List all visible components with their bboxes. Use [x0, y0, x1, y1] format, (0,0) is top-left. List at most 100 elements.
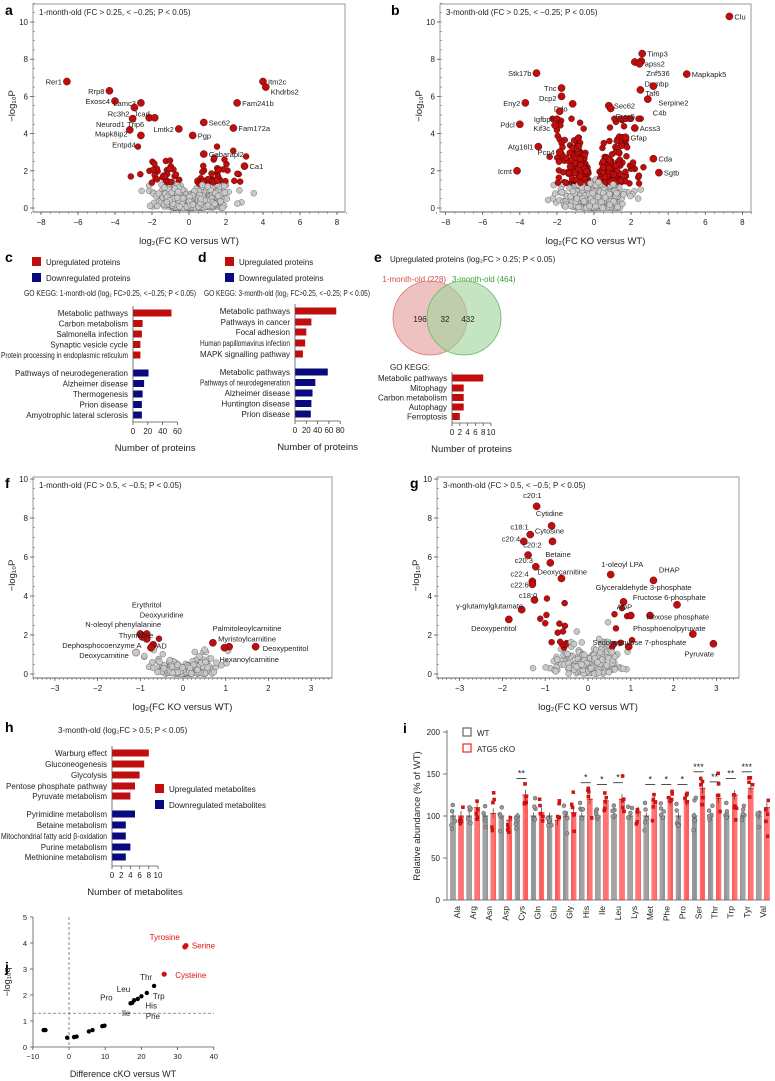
- labeled-point: [150, 113, 159, 122]
- point-label: Fam241b: [242, 99, 274, 108]
- panel-title: 3-month-old (FC > 0.5, < −0.5; P < 0.05): [443, 481, 586, 490]
- significance-stars: *: [600, 774, 604, 784]
- nonsignificant-point: [573, 628, 581, 635]
- x-tick-label: 3: [309, 684, 314, 693]
- cko-data-point: [603, 799, 607, 804]
- nonsignificant-point: [634, 195, 642, 202]
- bar: [112, 760, 145, 768]
- x-tick-label: Ala: [452, 906, 462, 919]
- labeled-point: [521, 99, 530, 107]
- nonsignificant-point: [569, 187, 577, 195]
- nonsignificant-point: [552, 668, 559, 675]
- nonsignificant-point: [608, 648, 616, 656]
- x-tick-label: 1: [223, 684, 228, 693]
- significant-point: [580, 125, 587, 132]
- x-tick-label: 8: [147, 871, 152, 880]
- point-label: c18:0: [519, 591, 537, 600]
- cko-data-point: [670, 789, 674, 794]
- significant-point: [575, 142, 583, 150]
- significant-point: [537, 615, 544, 622]
- y-tick-label: 0: [436, 896, 441, 905]
- x-tick-label: His: [581, 906, 591, 918]
- wt-data-point: [756, 824, 762, 830]
- cko-data-point: [651, 805, 655, 809]
- nonsignificant-point: [214, 192, 222, 200]
- labeled-point: [105, 87, 114, 95]
- bar: [112, 810, 135, 818]
- y-tick-label: 2: [428, 631, 433, 640]
- significant-point: [577, 179, 584, 187]
- chart-title: GO KEGG: 3-month-old (log₂ FC>0.25, <−0.…: [204, 289, 370, 298]
- wt-data-point: [739, 817, 745, 822]
- nonsignificant-point: [141, 652, 148, 660]
- labeled-point: [233, 99, 241, 107]
- y-axis-label: Relative abundance (% of WT): [412, 751, 423, 880]
- y-tick-label: 4: [23, 939, 27, 948]
- labeled-point: [175, 125, 183, 133]
- x-tick-label: 30: [173, 1052, 181, 1061]
- nonsignificant-point: [578, 639, 585, 646]
- point-label: Deoxycarnitine: [79, 651, 129, 660]
- wt-data-point: [532, 804, 537, 809]
- wt-data-point: [452, 818, 458, 824]
- wt-data-point: [532, 796, 538, 801]
- panel-letter-f: f: [5, 475, 10, 491]
- panel-title: 1-month-old (FC > 0.5, < −0.5; P < 0.05): [39, 481, 182, 490]
- significant-point: [599, 158, 607, 165]
- wt-data-point: [449, 808, 455, 814]
- wt-data-point: [658, 801, 664, 806]
- x-tick-label: Ser: [694, 906, 704, 919]
- x-tick-label: 6: [137, 871, 142, 880]
- wt-data-point: [532, 817, 538, 822]
- point-label: c18:1: [510, 523, 528, 532]
- wt-data-point: [546, 823, 551, 828]
- y-tick-label: 8: [431, 55, 436, 64]
- wt-data-point: [625, 804, 631, 809]
- significant-point: [612, 625, 620, 632]
- point-label: c20:4: [502, 534, 520, 543]
- nonsignificant-point: [161, 184, 168, 191]
- y-tick-label: 3: [23, 965, 27, 974]
- nonsignificant-point: [564, 650, 571, 657]
- category-label: Mitochondrial fatty acid β-oxidation: [1, 832, 107, 841]
- labeled-point: [682, 70, 691, 78]
- category-label: Alzheimer disease: [225, 389, 291, 398]
- category-label: Carbon metabolism: [378, 394, 447, 403]
- labeled-point: [621, 133, 630, 142]
- point-label: Papss2: [640, 59, 665, 68]
- wt-data-point: [562, 810, 567, 815]
- point-label: Taf6: [645, 89, 659, 98]
- point-label: Rc3h2: [108, 110, 130, 119]
- labeled-point: [130, 103, 139, 112]
- x-tick-label: 4: [261, 218, 266, 227]
- nonsignificant-point: [163, 198, 170, 206]
- nonsignificant-point: [146, 202, 154, 210]
- nonsignificant-point: [166, 656, 174, 664]
- cko-data-point: [750, 782, 755, 787]
- category-label: Protein processing in endoplasmic reticu…: [1, 351, 128, 360]
- x-tick-label: 6: [473, 428, 478, 437]
- cko-data-point: [700, 779, 705, 784]
- nonsignificant-point: [558, 189, 565, 196]
- y-axis-label: −log₁₀P: [7, 560, 18, 592]
- category-label: Pentose phosphate pathway: [6, 782, 107, 791]
- labeled-point: [528, 580, 537, 589]
- x-tick-label: 4: [666, 218, 671, 227]
- nonsignificant-point: [174, 194, 181, 202]
- labeled-point: [551, 121, 559, 130]
- y-tick-label: 10: [426, 18, 435, 27]
- x-tick-label: 2: [266, 684, 271, 693]
- nonsignificant-point: [594, 193, 602, 201]
- x-tick-label: −2: [93, 684, 103, 693]
- cko-data-point: [683, 796, 687, 800]
- cko-data-point: [685, 800, 689, 804]
- labeled-point: [132, 648, 140, 657]
- significant-point: [561, 622, 569, 630]
- point-label: Serine: [192, 942, 216, 951]
- x-tick-label: −6: [478, 218, 488, 227]
- x-tick-label: Glu: [549, 906, 559, 920]
- cko-data-point: [635, 810, 640, 814]
- x-tick-label: −1: [136, 684, 146, 693]
- point-label: DHAP: [659, 566, 680, 575]
- wt-data-point: [513, 815, 519, 821]
